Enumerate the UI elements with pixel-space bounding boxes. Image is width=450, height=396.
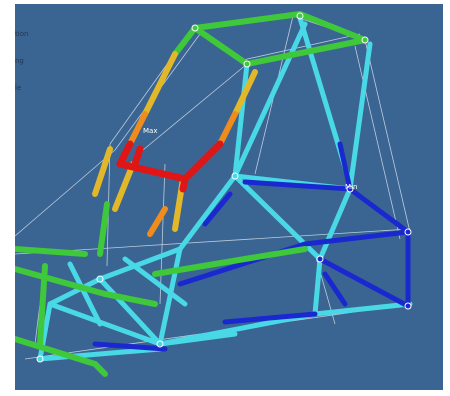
legend-label-3: le [15, 84, 22, 92]
max-stress-label: Max [143, 127, 157, 135]
max-stress-members [116, 140, 224, 193]
legend-label-1: tion [15, 30, 29, 38]
high-stress-members [92, 51, 258, 232]
chassis-frame-model: Max Min [15, 11, 413, 377]
min-stress-members [92, 141, 411, 352]
legend-label-2: ng [15, 57, 24, 65]
mid-stress-members [15, 11, 368, 377]
frame-nodes [36, 12, 412, 363]
fea-viewport[interactable]: tion ng le [15, 4, 443, 390]
min-stress-label: Min [345, 183, 357, 191]
